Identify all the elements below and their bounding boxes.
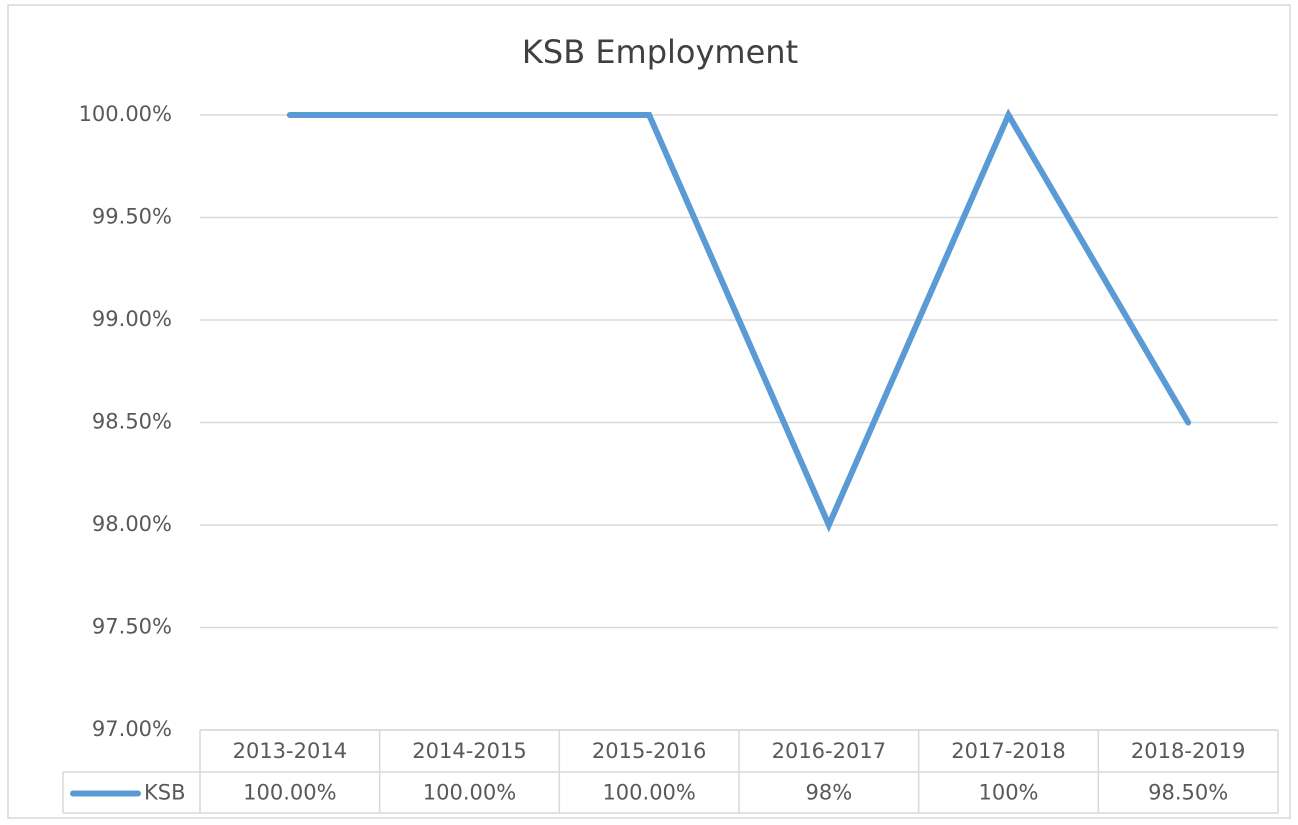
data-label: 100%	[978, 781, 1038, 805]
chart-frame	[7, 4, 1291, 819]
y-tick-label: 98.50%	[92, 410, 172, 434]
y-tick-label: 97.50%	[92, 615, 172, 639]
data-label: 98.50%	[1148, 781, 1228, 805]
x-tick-label: 2017-2018	[951, 739, 1065, 763]
x-tick-label: 2018-2019	[1131, 739, 1245, 763]
y-tick-label: 97.00%	[92, 717, 172, 741]
data-label: 100.00%	[423, 781, 516, 805]
data-label: 100.00%	[243, 781, 336, 805]
y-tick-label: 98.00%	[92, 512, 172, 536]
x-tick-label: 2014-2015	[412, 739, 526, 763]
y-tick-label: 99.00%	[92, 307, 172, 331]
y-tick-label: 99.50%	[92, 205, 172, 229]
x-tick-label: 2015-2016	[592, 739, 706, 763]
x-tick-label: 2013-2014	[233, 739, 347, 763]
legend-label: KSB	[144, 781, 186, 805]
line-series	[286, 108, 1192, 533]
data-label: 100.00%	[602, 781, 695, 805]
chart-title: KSB Employment	[522, 33, 798, 71]
x-tick-label: 2016-2017	[772, 739, 886, 763]
y-tick-label: 100.00%	[79, 102, 172, 126]
data-label: 98%	[805, 781, 852, 805]
